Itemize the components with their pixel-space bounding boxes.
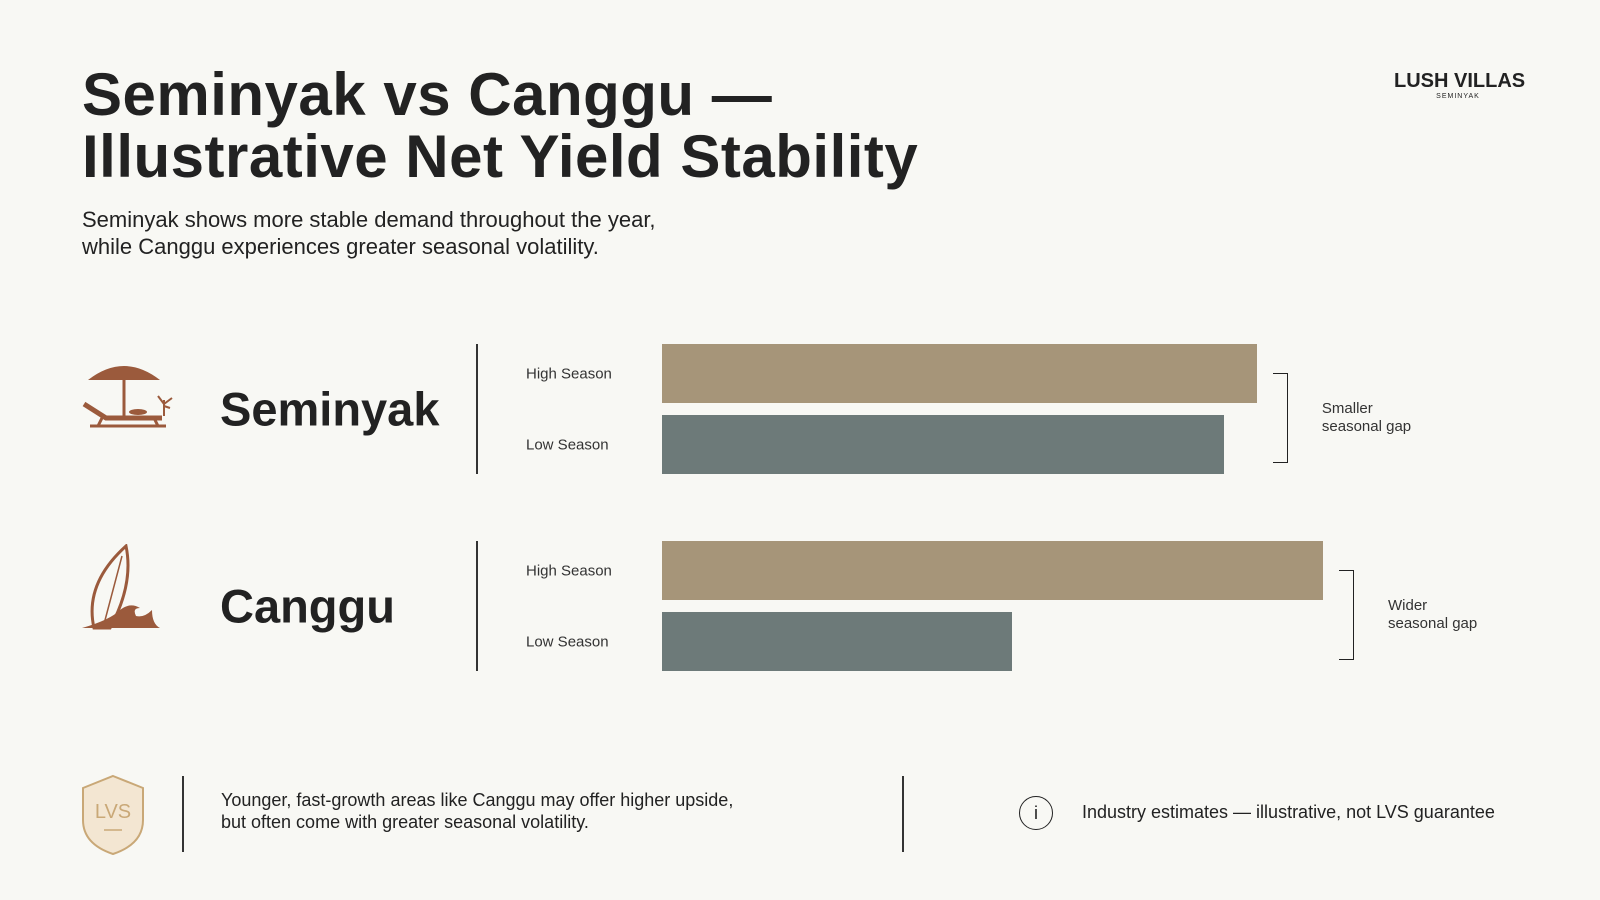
disclaimer: Industry estimates — illustrative, not L… xyxy=(1082,802,1495,822)
subtitle-line: Seminyak shows more stable demand throug… xyxy=(82,207,656,232)
divider xyxy=(476,344,478,474)
bar xyxy=(662,415,1224,474)
series-label: High Season xyxy=(526,365,612,382)
series-label: Low Season xyxy=(526,633,609,650)
brand-sub: SEMINYAK xyxy=(1436,93,1480,100)
info-icon: i xyxy=(1019,796,1053,830)
brand-name: LUSH VILLAS xyxy=(1394,70,1526,92)
divider xyxy=(476,541,478,671)
bracket xyxy=(1272,373,1288,463)
annotation-line: Wider xyxy=(1388,597,1428,614)
shield-badge: LVS xyxy=(82,774,144,856)
annotation-line: Smaller xyxy=(1321,400,1373,417)
group-name: Seminyak xyxy=(220,382,440,436)
title-line: Seminyak vs Canggu — xyxy=(82,61,773,128)
series-label: Low Season xyxy=(526,436,609,453)
badge-text: LVS xyxy=(95,801,131,823)
annotation-line: seasonal gap xyxy=(1321,418,1412,435)
annotation-line: seasonal gap xyxy=(1388,615,1478,632)
title-line: Illustrative Net Yield Stability xyxy=(82,123,919,190)
group-name: Canggu xyxy=(220,579,395,633)
note-line: but often come with greater seasonal vol… xyxy=(221,812,589,832)
subtitle-line: while Canggu experiences greater seasona… xyxy=(82,234,599,259)
bracket xyxy=(1339,570,1354,660)
series-label: High Season xyxy=(526,562,612,579)
note-line: Younger, fast-growth areas like Canggu m… xyxy=(221,790,734,810)
surf-icon xyxy=(82,544,160,630)
divider xyxy=(902,776,904,852)
divider xyxy=(182,776,184,852)
beach-icon xyxy=(82,366,173,428)
bar xyxy=(662,541,1323,600)
bar xyxy=(662,344,1257,403)
bar xyxy=(662,612,1013,671)
